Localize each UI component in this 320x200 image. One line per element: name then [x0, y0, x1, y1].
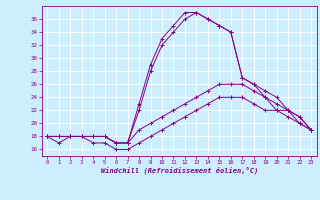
X-axis label: Windchill (Refroidissement éolien,°C): Windchill (Refroidissement éolien,°C) [100, 167, 258, 174]
